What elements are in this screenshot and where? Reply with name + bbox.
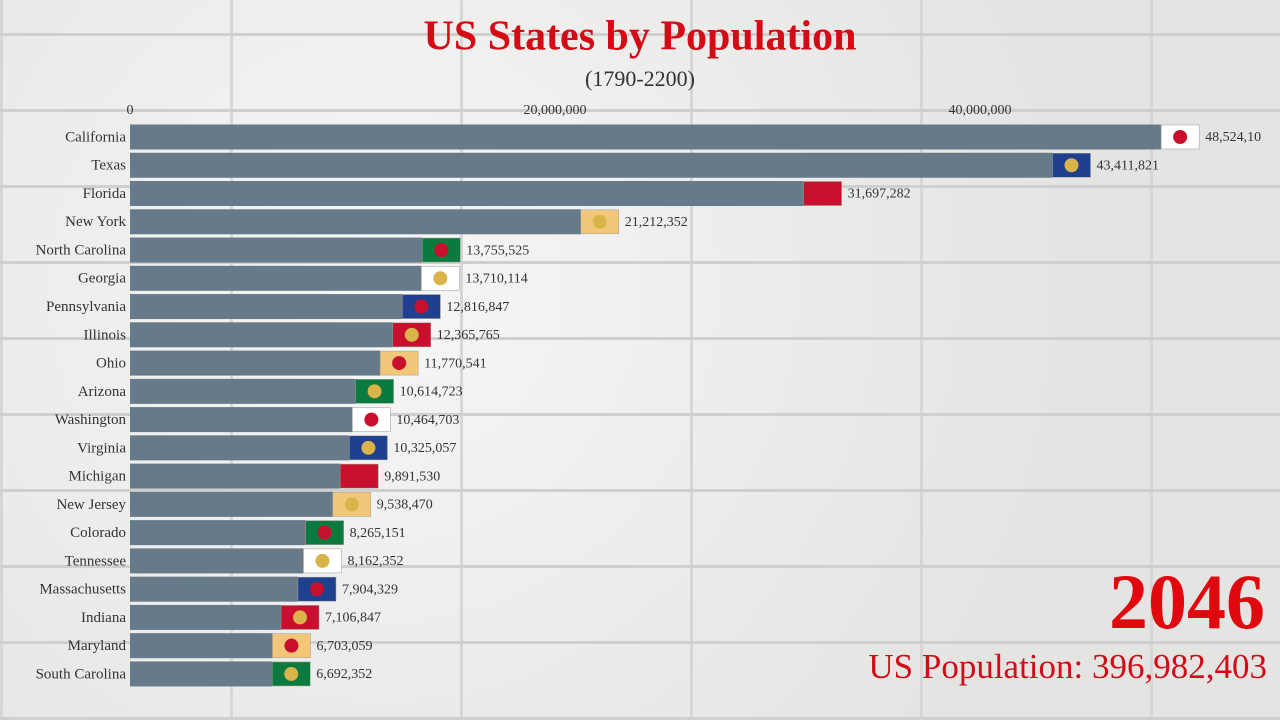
bar xyxy=(130,463,341,489)
y-tick-label: South Carolina xyxy=(36,666,127,682)
flag-emblem xyxy=(434,243,449,258)
y-tick-label: Pennsylvania xyxy=(46,299,126,315)
value-label: 48,524,10 xyxy=(1205,130,1261,145)
value-label: 7,904,329 xyxy=(342,582,398,597)
value-label: 12,365,765 xyxy=(437,328,500,343)
flag-emblem xyxy=(1064,158,1079,173)
y-tick-label: Ohio xyxy=(96,356,126,372)
y-tick-label: New Jersey xyxy=(56,497,126,513)
y-tick-label: Illinois xyxy=(83,327,126,343)
bar xyxy=(130,181,804,207)
y-tick-label: Maryland xyxy=(68,638,127,654)
bar xyxy=(130,661,273,687)
bar xyxy=(130,604,282,630)
flag-emblem xyxy=(815,186,830,201)
bar xyxy=(130,350,381,376)
value-label: 9,891,530 xyxy=(384,469,440,484)
flag-emblem xyxy=(315,553,330,568)
flag-emblem xyxy=(367,384,382,399)
y-tick-label: Virginia xyxy=(77,440,126,456)
y-tick-label: Tennessee xyxy=(65,553,127,569)
bar xyxy=(130,124,1162,150)
bar xyxy=(130,209,581,235)
y-tick-label: Colorado xyxy=(70,525,126,541)
bar xyxy=(130,378,356,404)
value-label: 9,538,470 xyxy=(377,498,433,513)
value-label: 8,265,151 xyxy=(350,526,406,541)
value-label: 6,703,059 xyxy=(316,639,372,654)
flag-emblem xyxy=(1173,130,1188,144)
value-label: 13,755,525 xyxy=(466,243,529,258)
chart-title: US States by Population xyxy=(424,14,857,60)
flag-emblem xyxy=(284,638,299,653)
value-label: 10,325,057 xyxy=(393,441,456,456)
value-label: 12,816,847 xyxy=(446,300,509,315)
y-tick-label: North Carolina xyxy=(36,242,127,258)
flag-emblem xyxy=(352,469,367,484)
flag-emblem xyxy=(364,412,379,427)
flag-emblem xyxy=(344,497,359,512)
bar xyxy=(130,435,350,461)
bar xyxy=(130,152,1053,178)
bar xyxy=(130,407,353,433)
y-tick-label: Michigan xyxy=(69,469,127,485)
y-tick-label: California xyxy=(65,129,126,145)
bar xyxy=(130,322,393,348)
y-tick-label: Massachusetts xyxy=(39,582,126,598)
flag xyxy=(332,492,371,517)
x-tick-label: 0 xyxy=(127,103,134,118)
flag-emblem xyxy=(392,356,407,371)
bar xyxy=(130,576,298,602)
y-tick-label: Arizona xyxy=(78,384,127,400)
flag xyxy=(305,520,344,545)
flag-emblem xyxy=(592,214,607,229)
y-tick-label: Washington xyxy=(55,412,127,428)
value-label: 8,162,352 xyxy=(347,554,403,569)
flag-emblem xyxy=(433,271,448,286)
y-tick-label: New York xyxy=(65,214,126,230)
value-label: 43,411,821 xyxy=(1097,158,1159,173)
year-label: 2046 xyxy=(1109,558,1265,645)
value-label: 6,692,352 xyxy=(316,667,372,682)
y-tick-label: Florida xyxy=(83,186,127,202)
bar xyxy=(130,520,306,546)
y-tick-label: Georgia xyxy=(78,271,126,287)
x-tick-label: 20,000,000 xyxy=(524,103,587,118)
bar xyxy=(130,633,273,659)
total-label: US Population: 396,982,403 xyxy=(868,647,1267,686)
bar xyxy=(130,491,333,517)
chart-subtitle: (1790-2200) xyxy=(585,66,695,91)
bar xyxy=(130,265,422,291)
flag-emblem xyxy=(361,440,376,455)
value-label: 31,697,282 xyxy=(848,187,911,202)
flag-emblem xyxy=(414,299,429,314)
value-label: 21,212,352 xyxy=(625,215,688,230)
bar xyxy=(130,548,304,574)
bar xyxy=(130,237,423,263)
value-label: 13,710,114 xyxy=(465,272,527,287)
flag-emblem xyxy=(293,610,308,625)
y-tick-label: Texas xyxy=(91,158,126,174)
bar xyxy=(130,294,403,320)
flag-emblem xyxy=(317,525,332,540)
value-label: 11,770,541 xyxy=(424,356,486,371)
x-tick-label: 40,000,000 xyxy=(949,103,1012,118)
value-label: 10,464,703 xyxy=(396,413,459,428)
y-tick-label: Indiana xyxy=(81,610,126,626)
value-label: 7,106,847 xyxy=(325,611,381,626)
flag-emblem xyxy=(309,582,324,597)
flag-emblem xyxy=(284,666,299,681)
value-label: 10,614,723 xyxy=(400,385,463,400)
flag-emblem xyxy=(404,327,419,342)
flag xyxy=(392,322,432,348)
